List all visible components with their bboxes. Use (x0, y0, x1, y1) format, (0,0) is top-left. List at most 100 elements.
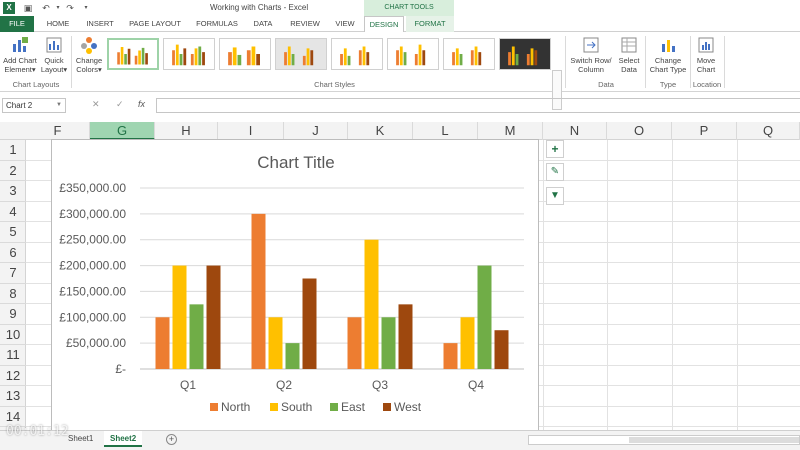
column-header-l[interactable]: L (413, 122, 478, 140)
add-chart-element-button[interactable]: Add Chart Element▾ (2, 36, 38, 74)
customize-toolbar-icon[interactable]: ▾ (84, 5, 88, 11)
tab-insert[interactable]: INSERT (86, 19, 114, 28)
bar-west-q4[interactable] (494, 330, 509, 369)
chart-styles-brush-icon[interactable]: ✎ (546, 163, 564, 181)
bar-west-q3[interactable] (398, 304, 413, 369)
chart-style-3[interactable] (219, 38, 271, 70)
row-header-10[interactable]: 10 (0, 325, 26, 345)
tab-design[interactable]: DESIGN (364, 16, 404, 32)
chart-styles-gallery-scroll[interactable] (552, 70, 562, 110)
tab-file[interactable]: FILE (0, 16, 34, 32)
tab-home[interactable]: HOME (46, 19, 70, 28)
row-header-9[interactable]: 9 (0, 304, 26, 325)
save-icon[interactable]: ▣ (23, 3, 33, 13)
bar-north-q2[interactable] (251, 213, 266, 369)
row-header-1[interactable]: 1 (0, 140, 26, 161)
row-header-4[interactable]: 4 (0, 202, 26, 222)
group-chart-layouts-label: Chart Layouts (12, 80, 60, 89)
chart-style-5[interactable] (331, 38, 383, 70)
change-chart-type-button[interactable]: Change Chart Type (647, 36, 689, 74)
horizontal-scroll-thumb[interactable] (629, 437, 799, 443)
column-header-g[interactable]: G (90, 122, 155, 140)
row-header-14[interactable]: 14 (0, 407, 26, 427)
grid-column-line (543, 140, 544, 430)
grid-column-line (607, 140, 608, 430)
column-header-n[interactable]: N (543, 122, 607, 140)
undo-dropdown-icon[interactable]: ▾ (56, 5, 60, 11)
formula-input[interactable] (156, 98, 800, 113)
row-header-12[interactable]: 12 (0, 366, 26, 386)
chart-style-7[interactable] (443, 38, 495, 70)
chart-style-1[interactable] (107, 38, 159, 70)
change-chart-type-label-2: Chart Type (649, 65, 687, 74)
column-header-k[interactable]: K (348, 122, 413, 140)
tab-review[interactable]: REVIEW (290, 19, 320, 28)
chart-title[interactable]: Chart Title (257, 153, 334, 172)
horizontal-scrollbar[interactable] (528, 435, 800, 445)
bar-north-q4[interactable] (443, 343, 458, 369)
quick-layout-button[interactable]: Quick Layout▾ (40, 36, 68, 74)
bar-west-q1[interactable] (206, 265, 221, 369)
bar-east-q1[interactable] (189, 304, 204, 369)
chart-filters-funnel-icon[interactable]: ▼ (546, 187, 564, 205)
chart-style-2[interactable] (163, 38, 215, 70)
chart-style-3-preview (228, 46, 260, 66)
column-header-h[interactable]: H (155, 122, 218, 140)
sheet-tab-sheet1[interactable]: Sheet1 (68, 434, 94, 443)
bar-south-q2[interactable] (268, 317, 283, 369)
bar-east-q3[interactable] (381, 317, 396, 369)
tab-page-layout[interactable]: PAGE LAYOUT (129, 19, 181, 28)
tab-data[interactable]: DATA (253, 19, 273, 28)
bar-east-q2[interactable] (285, 343, 300, 369)
bar-south-q1[interactable] (172, 265, 187, 369)
tab-formulas[interactable]: FORMULAS (196, 19, 238, 28)
column-header-j[interactable]: J (284, 122, 348, 140)
row-header-6[interactable]: 6 (0, 243, 26, 263)
redo-icon[interactable]: ↷ (66, 3, 74, 13)
column-header-f[interactable]: F (26, 122, 90, 140)
chart-elements-plus-icon[interactable]: + (546, 140, 564, 158)
chart-style-8[interactable] (499, 38, 551, 70)
bar-north-q1[interactable] (155, 317, 170, 369)
insert-function-icon[interactable]: fx (138, 99, 146, 109)
name-box-dropdown-icon[interactable]: ▼ (56, 102, 62, 108)
y-tick-label: £250,000.00 (59, 233, 126, 247)
row-header-13[interactable]: 13 (0, 386, 26, 407)
column-header-p[interactable]: P (672, 122, 737, 140)
undo-icon[interactable]: ↶ (42, 3, 50, 13)
tab-view[interactable]: VIEW (335, 19, 355, 28)
move-chart-button[interactable]: Move Chart (692, 36, 720, 74)
column-header-o[interactable]: O (607, 122, 672, 140)
column-header-i[interactable]: I (218, 122, 284, 140)
chart-style-4[interactable] (275, 38, 327, 70)
tab-format[interactable]: FORMAT (406, 16, 454, 32)
y-tick-label: £300,000.00 (59, 207, 126, 221)
row-header-8[interactable]: 8 (0, 284, 26, 304)
sheet-tab-sheet2[interactable]: Sheet2 (104, 431, 143, 447)
chart-object[interactable]: Chart Title £- £50,000.00 £100,000.00 £150,… (51, 139, 539, 431)
name-box[interactable]: Chart 2 ▼ (2, 98, 66, 113)
excel-app-icon[interactable]: X (3, 2, 15, 14)
switch-row-column-button[interactable]: Switch Row/ Column (568, 36, 614, 74)
bar-south-q4[interactable] (460, 317, 475, 369)
row-header-11[interactable]: 11 (0, 345, 26, 366)
row-header-3[interactable]: 3 (0, 181, 26, 202)
group-separator (690, 36, 691, 88)
change-colors-button[interactable]: Change Colors▾ (74, 36, 104, 74)
bar-east-q4[interactable] (477, 265, 492, 369)
add-sheet-icon[interactable]: + (166, 434, 177, 445)
select-data-button[interactable]: Select Data (615, 36, 643, 74)
row-header-5[interactable]: 5 (0, 222, 26, 243)
group-separator (724, 36, 725, 88)
bar-north-q3[interactable] (347, 317, 362, 369)
column-header-q[interactable]: Q (737, 122, 800, 140)
cancel-icon[interactable]: ✕ (92, 99, 100, 109)
row-header-2[interactable]: 2 (0, 161, 26, 181)
bar-south-q3[interactable] (364, 239, 379, 369)
chart-style-6[interactable] (387, 38, 439, 70)
column-header-m[interactable]: M (478, 122, 543, 140)
bar-west-q2[interactable] (302, 278, 317, 370)
legend-swatch-south (270, 403, 278, 411)
row-header-7[interactable]: 7 (0, 263, 26, 284)
enter-icon[interactable]: ✓ (116, 99, 124, 109)
